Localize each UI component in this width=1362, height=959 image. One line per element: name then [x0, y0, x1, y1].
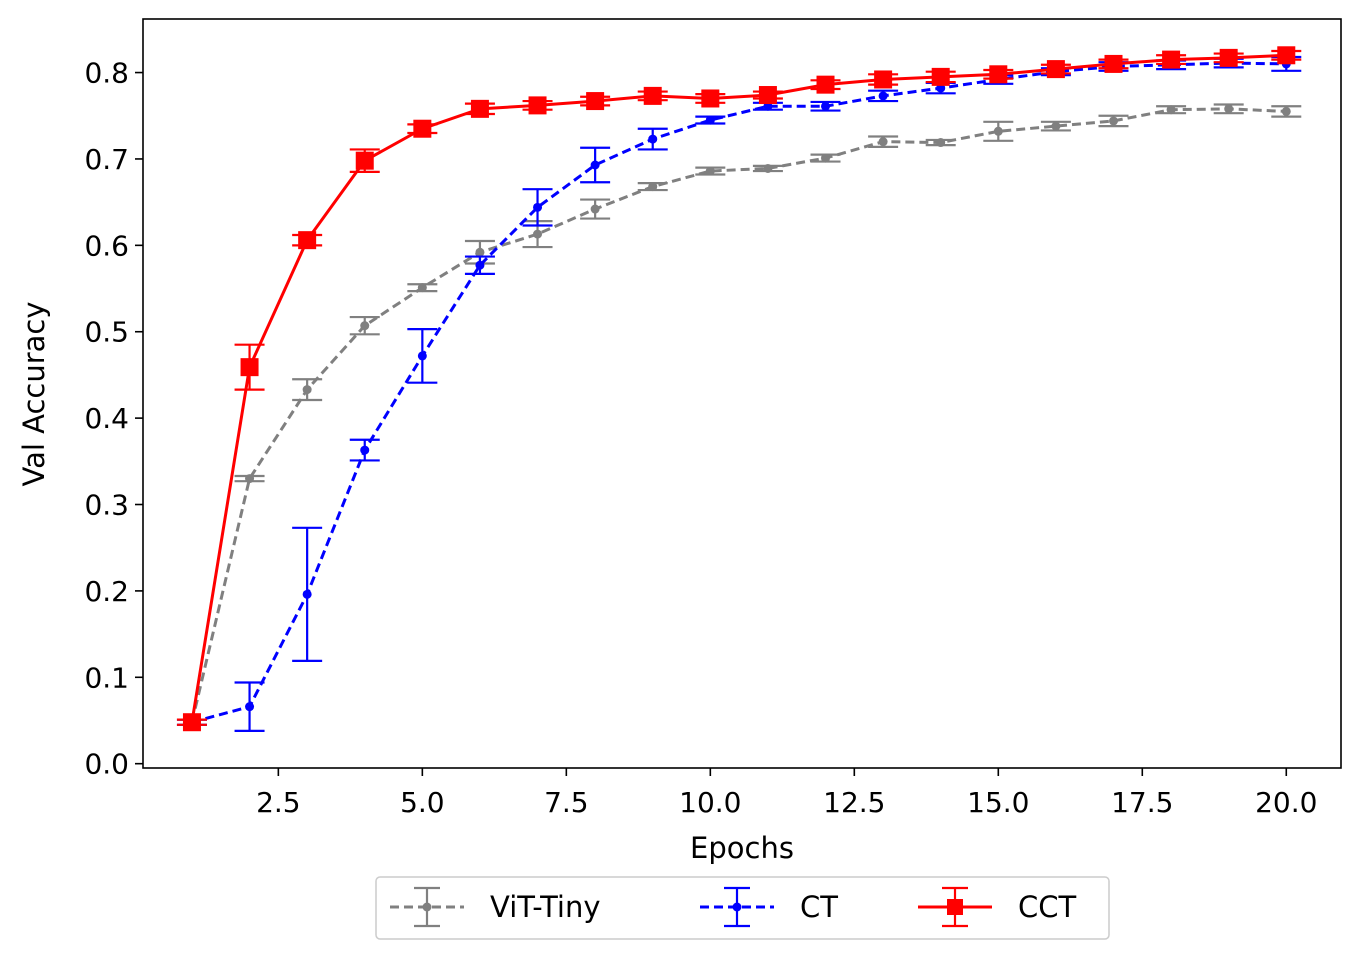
data-point: [360, 321, 370, 331]
data-point: [1046, 60, 1065, 79]
data-point: [590, 160, 600, 170]
legend-entry-ct: CT: [700, 886, 838, 928]
data-point: [240, 358, 259, 377]
legend-label: ViT-Tiny: [490, 890, 601, 924]
data-point: [1219, 48, 1238, 67]
data-point: [302, 589, 312, 599]
data-point: [874, 70, 893, 89]
legend-label: CCT: [1018, 890, 1076, 924]
data-point: [360, 445, 370, 455]
data-point: [245, 702, 255, 712]
data-point: [643, 86, 662, 105]
data-point: [878, 137, 888, 147]
data-point: [1281, 106, 1291, 116]
series-cct: [176, 46, 1302, 732]
series-vit-tiny: [176, 103, 1302, 727]
data-point: [533, 202, 543, 212]
y-tick-label: 0.3: [84, 489, 129, 522]
data-point: [821, 153, 831, 163]
data-point: [1277, 46, 1296, 65]
plot-frame: [142, 18, 1342, 769]
y-tick-label: 0.6: [84, 229, 129, 262]
data-point: [528, 96, 547, 115]
legend: ViT-Tiny CT CCT: [375, 876, 1110, 940]
y-tick-label: 0.0: [84, 748, 129, 781]
data-point: [586, 92, 605, 111]
y-tick-label: 0.7: [84, 143, 129, 176]
y-tick-label: 0.4: [84, 402, 129, 435]
x-axis-label: Epochs: [690, 831, 794, 865]
series-ct: [176, 55, 1302, 732]
data-point: [1051, 121, 1061, 131]
data-point: [758, 86, 777, 105]
data-point: [821, 101, 831, 111]
legend-marker: [422, 902, 432, 912]
x-tick-label: 5.0: [400, 786, 445, 819]
x-tick-label: 17.5: [1111, 786, 1173, 819]
data-point: [475, 260, 485, 270]
data-point: [1108, 116, 1118, 126]
legend-entry-vit-tiny: ViT-Tiny: [390, 886, 601, 928]
y-tick-label: 0.1: [84, 661, 129, 694]
data-point: [648, 134, 658, 144]
data-point: [816, 75, 835, 94]
series-layer: [176, 46, 1302, 732]
data-point: [931, 67, 950, 86]
y-tick-label: 0.8: [84, 57, 129, 90]
data-point: [989, 65, 1008, 84]
data-point: [1162, 50, 1181, 69]
legend-marker: [732, 902, 742, 912]
data-point: [533, 229, 543, 239]
legend-entry-cct: CCT: [918, 886, 1076, 928]
legend-marker: [947, 899, 963, 915]
data-point: [182, 713, 201, 732]
data-point: [355, 151, 374, 170]
data-point: [245, 474, 255, 484]
y-axis-label: Val Accuracy: [17, 301, 51, 486]
x-tick-label: 20.0: [1255, 786, 1317, 819]
legend-label: CT: [800, 890, 838, 924]
data-point: [1104, 54, 1123, 73]
data-point: [417, 351, 427, 361]
x-tick-label: 7.5: [544, 786, 589, 819]
data-point: [648, 182, 658, 192]
data-point: [1166, 105, 1176, 115]
x-axis: 2.5 5.0 7.5 10.0 12.5 15.0 17.5 20.0: [256, 768, 1317, 819]
series-line: [190, 107, 1287, 723]
data-point: [936, 138, 946, 148]
data-point: [475, 247, 485, 257]
y-axis: 0.0 0.1 0.2 0.3 0.4 0.5 0.6 0.7 0.8: [84, 57, 143, 781]
data-point: [705, 115, 715, 125]
data-point: [763, 163, 773, 173]
x-tick-label: 15.0: [967, 786, 1029, 819]
x-tick-label: 2.5: [256, 786, 301, 819]
data-point: [417, 283, 427, 293]
x-tick-label: 10.0: [679, 786, 741, 819]
data-point: [705, 166, 715, 176]
data-point: [1224, 104, 1234, 114]
data-point: [298, 231, 317, 250]
y-tick-label: 0.5: [84, 316, 129, 349]
y-tick-label: 0.2: [84, 575, 129, 608]
data-point: [878, 91, 888, 101]
data-point: [413, 119, 432, 138]
series-line: [190, 53, 1287, 723]
data-point: [590, 204, 600, 214]
data-point: [470, 99, 489, 118]
data-point: [302, 385, 312, 395]
data-point: [701, 89, 720, 108]
x-tick-label: 12.5: [823, 786, 885, 819]
data-point: [993, 126, 1003, 136]
